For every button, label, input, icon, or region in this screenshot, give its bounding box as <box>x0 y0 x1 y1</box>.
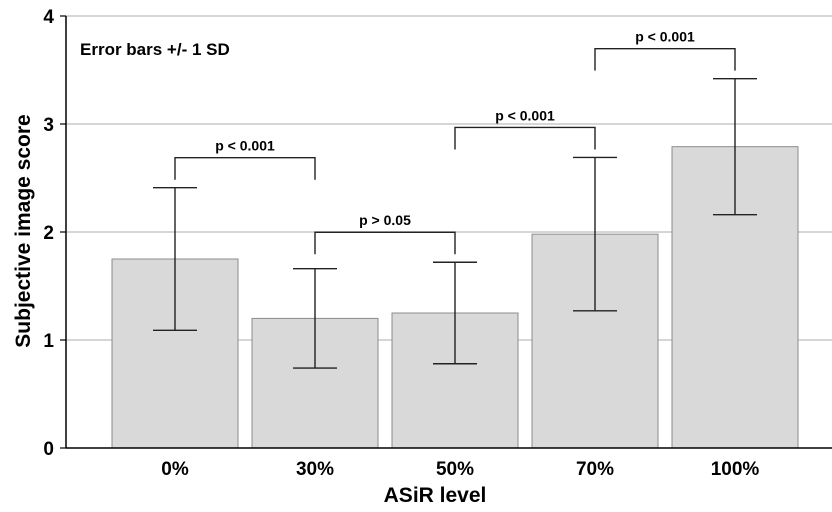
significance-bracket-2 <box>454 126 596 150</box>
y-tick-label: 4 <box>43 7 54 28</box>
x-axis-label: ASiR level <box>384 484 487 507</box>
error-bar-note: Error bars +/- 1 SD <box>80 40 230 59</box>
significance-bracket-0 <box>174 157 316 180</box>
x-tick-label: 50% <box>436 459 474 480</box>
y-tick-label: 0 <box>43 439 54 460</box>
error-bars <box>153 77 757 369</box>
y-tick-label: 2 <box>43 223 54 244</box>
x-tick-label: 0% <box>161 459 189 480</box>
p-value-label: p < 0.001 <box>215 138 275 154</box>
y-tick-label: 1 <box>43 331 54 352</box>
p-value-label: p > 0.05 <box>359 212 411 228</box>
y-tick-label: 3 <box>43 115 54 136</box>
x-tick-label: 70% <box>576 459 614 480</box>
axes: Subjective image score ASiR level Error … <box>12 7 832 507</box>
y-axis-label: Subjective image score <box>12 114 35 347</box>
significance-bracket-1 <box>314 231 456 255</box>
p-value-label: p < 0.001 <box>495 107 555 123</box>
x-tick-label: 30% <box>296 459 334 480</box>
significance-brackets: p < 0.001 p > 0.05 p < 0.001 p < 0.001 <box>174 29 736 255</box>
x-tick-label: 100% <box>711 459 760 480</box>
p-value-label: p < 0.001 <box>635 29 695 45</box>
significance-bracket-3 <box>594 47 736 71</box>
